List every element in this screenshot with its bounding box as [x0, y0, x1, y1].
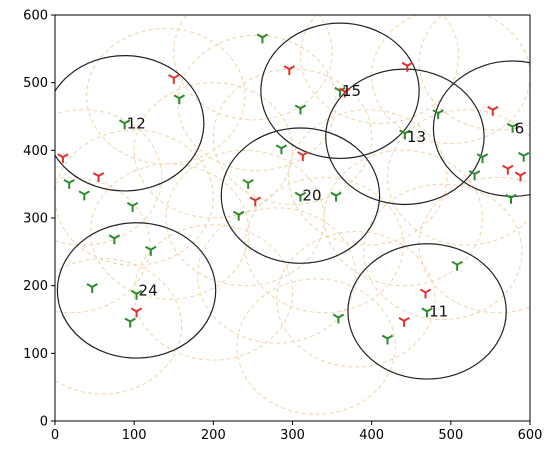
red-point	[169, 75, 179, 84]
y-tick-label: 100	[23, 347, 48, 362]
markers-layer	[58, 34, 529, 344]
green-point	[146, 247, 156, 256]
circle-label-12: 12	[127, 114, 146, 132]
x-tick-label: 200	[201, 428, 226, 443]
green-point	[331, 193, 341, 202]
green-point	[243, 180, 253, 189]
circle-label-6: 6	[515, 120, 525, 138]
axes-layer: 0 100 200 300 400 500 600 0 100 200 300 400 500 600	[23, 9, 542, 444]
green-point	[276, 145, 286, 154]
green-point	[79, 191, 89, 200]
green-point	[174, 95, 184, 104]
red-point	[250, 197, 260, 206]
x-tick-label: 500	[438, 428, 463, 443]
red-point	[503, 166, 513, 175]
circle-label-20: 20	[302, 187, 321, 205]
circle-label-15: 15	[342, 82, 361, 100]
green-point	[64, 180, 74, 189]
candidate-circle	[166, 150, 324, 285]
green-point	[382, 335, 392, 344]
x-tick-label: 600	[518, 428, 543, 443]
x-tick-label: 300	[280, 428, 305, 443]
candidate-circle	[372, 8, 530, 143]
y-tick-label: 0	[40, 415, 48, 430]
green-point	[469, 171, 479, 180]
candidate-circle	[91, 164, 249, 299]
candidate-circle	[174, 0, 332, 120]
red-point	[93, 173, 103, 182]
y-tick-label: 600	[23, 9, 48, 24]
circle-labels-layer: 12 15 13 6 20 24 11	[127, 82, 524, 321]
plot-frame	[55, 15, 530, 421]
y-tick-label: 300	[23, 212, 48, 227]
green-point	[109, 235, 119, 244]
selected-circle-24	[57, 223, 215, 358]
selected-circles-layer	[46, 23, 550, 379]
red-point	[284, 66, 294, 75]
green-point	[518, 153, 528, 162]
red-point	[399, 318, 409, 327]
green-point	[125, 319, 135, 328]
red-point	[402, 63, 412, 72]
candidate-circle	[277, 232, 435, 367]
circle-label-13: 13	[407, 128, 426, 146]
candidate-circle	[198, 208, 356, 343]
candidate-circle	[324, 150, 482, 285]
red-point	[420, 289, 430, 298]
green-point	[452, 262, 462, 271]
y-tick-label: 400	[23, 144, 48, 159]
green-point	[87, 284, 97, 293]
circle-label-11: 11	[429, 302, 448, 320]
x-tick-label: 0	[51, 428, 59, 443]
y-tick-label: 500	[23, 76, 48, 91]
candidate-circles-layer	[0, 0, 550, 414]
circle-label-24: 24	[139, 281, 158, 299]
green-point	[233, 212, 243, 221]
y-tick-label: 200	[23, 279, 48, 294]
red-point	[488, 107, 498, 116]
red-point	[515, 172, 525, 181]
x-tick-label: 400	[359, 428, 384, 443]
candidate-circle	[300, 0, 458, 123]
candidate-circle	[178, 35, 336, 170]
x-tick-label: 100	[122, 428, 147, 443]
